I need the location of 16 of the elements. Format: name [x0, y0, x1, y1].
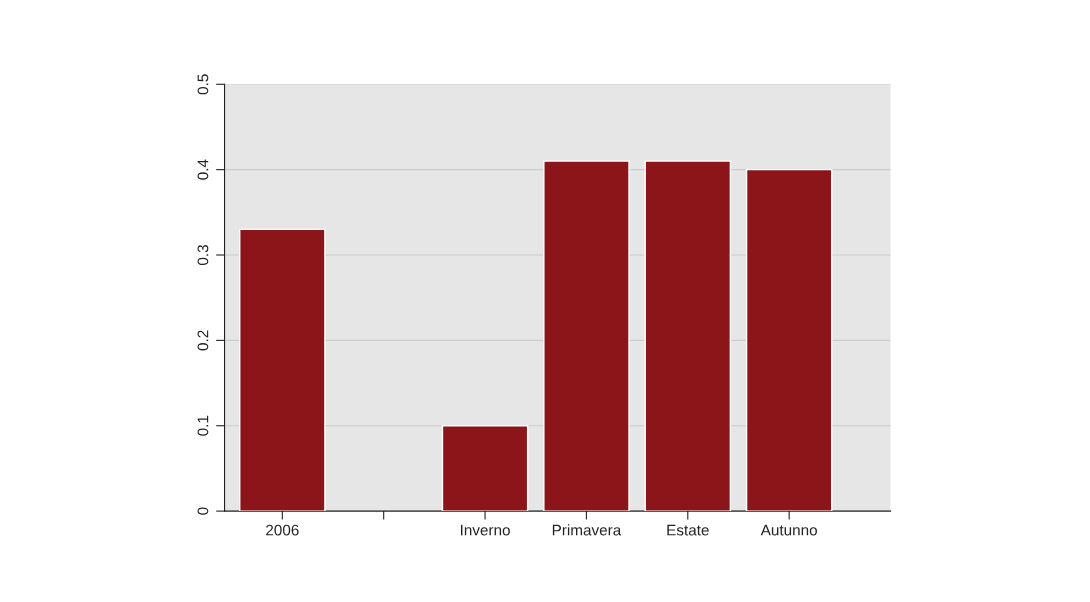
- x-tick-label: 2006: [266, 524, 299, 536]
- y-tick-label: 0.2: [197, 330, 209, 351]
- y-tick-label: 0.1: [197, 415, 209, 436]
- x-tick-label: Inverno: [460, 524, 510, 536]
- bar: [745, 168, 833, 512]
- y-tick-label: 0.4: [197, 159, 209, 180]
- bar: [441, 425, 529, 512]
- y-tick-label: 0.5: [197, 74, 209, 95]
- y-tick-label: 0.3: [197, 245, 209, 266]
- bar: [543, 160, 630, 512]
- x-tick-label: Autunno: [760, 524, 817, 536]
- x-tick-label: Primavera: [552, 524, 622, 536]
- x-tick-label: Estate: [667, 524, 709, 536]
- bar: [644, 160, 732, 512]
- y-tick-label: 0: [197, 507, 209, 515]
- bar: [239, 228, 326, 512]
